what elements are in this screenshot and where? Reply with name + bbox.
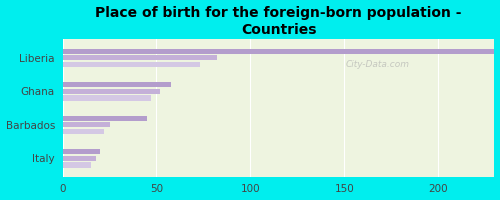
- Bar: [62, 129, 104, 134]
- Bar: [62, 116, 147, 121]
- Bar: [62, 49, 494, 54]
- Bar: [62, 156, 96, 161]
- Bar: [62, 162, 90, 168]
- Bar: [62, 95, 151, 101]
- Bar: [62, 149, 100, 154]
- Bar: [62, 55, 216, 60]
- Bar: [62, 62, 200, 67]
- Bar: [62, 89, 160, 94]
- Bar: [62, 122, 110, 127]
- Title: Place of birth for the foreign-born population -
Countries: Place of birth for the foreign-born popu…: [96, 6, 462, 37]
- Bar: [62, 82, 172, 87]
- Text: City-Data.com: City-Data.com: [346, 60, 410, 69]
